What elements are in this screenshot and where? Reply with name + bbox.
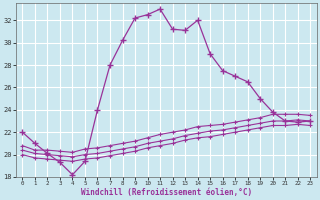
X-axis label: Windchill (Refroidissement éolien,°C): Windchill (Refroidissement éolien,°C) <box>81 188 252 197</box>
